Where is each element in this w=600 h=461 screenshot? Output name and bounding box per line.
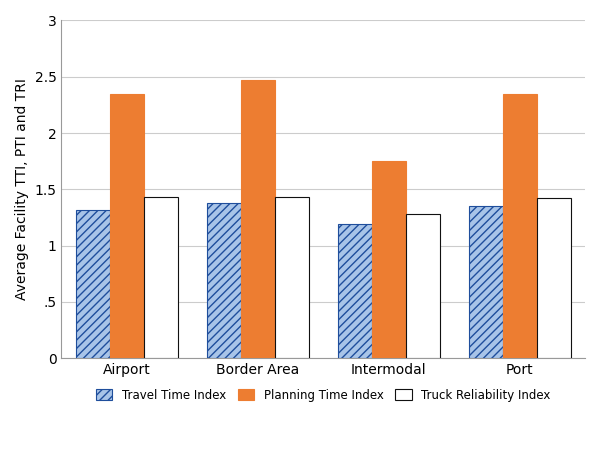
Bar bbox=[371, 161, 406, 358]
Bar bbox=[110, 94, 144, 358]
Bar bbox=[503, 94, 536, 358]
Y-axis label: Average Facility TTI, PTI and TRI: Average Facility TTI, PTI and TRI bbox=[15, 78, 29, 300]
Bar bbox=[406, 214, 440, 358]
Bar bbox=[275, 197, 309, 358]
Legend: Travel Time Index, Planning Time Index, Truck Reliability Index: Travel Time Index, Planning Time Index, … bbox=[91, 384, 556, 406]
Bar bbox=[536, 198, 571, 358]
Bar bbox=[207, 203, 241, 358]
Bar bbox=[338, 224, 371, 358]
Bar bbox=[469, 206, 503, 358]
Bar bbox=[144, 197, 178, 358]
Bar bbox=[76, 210, 110, 358]
Bar bbox=[241, 80, 275, 358]
